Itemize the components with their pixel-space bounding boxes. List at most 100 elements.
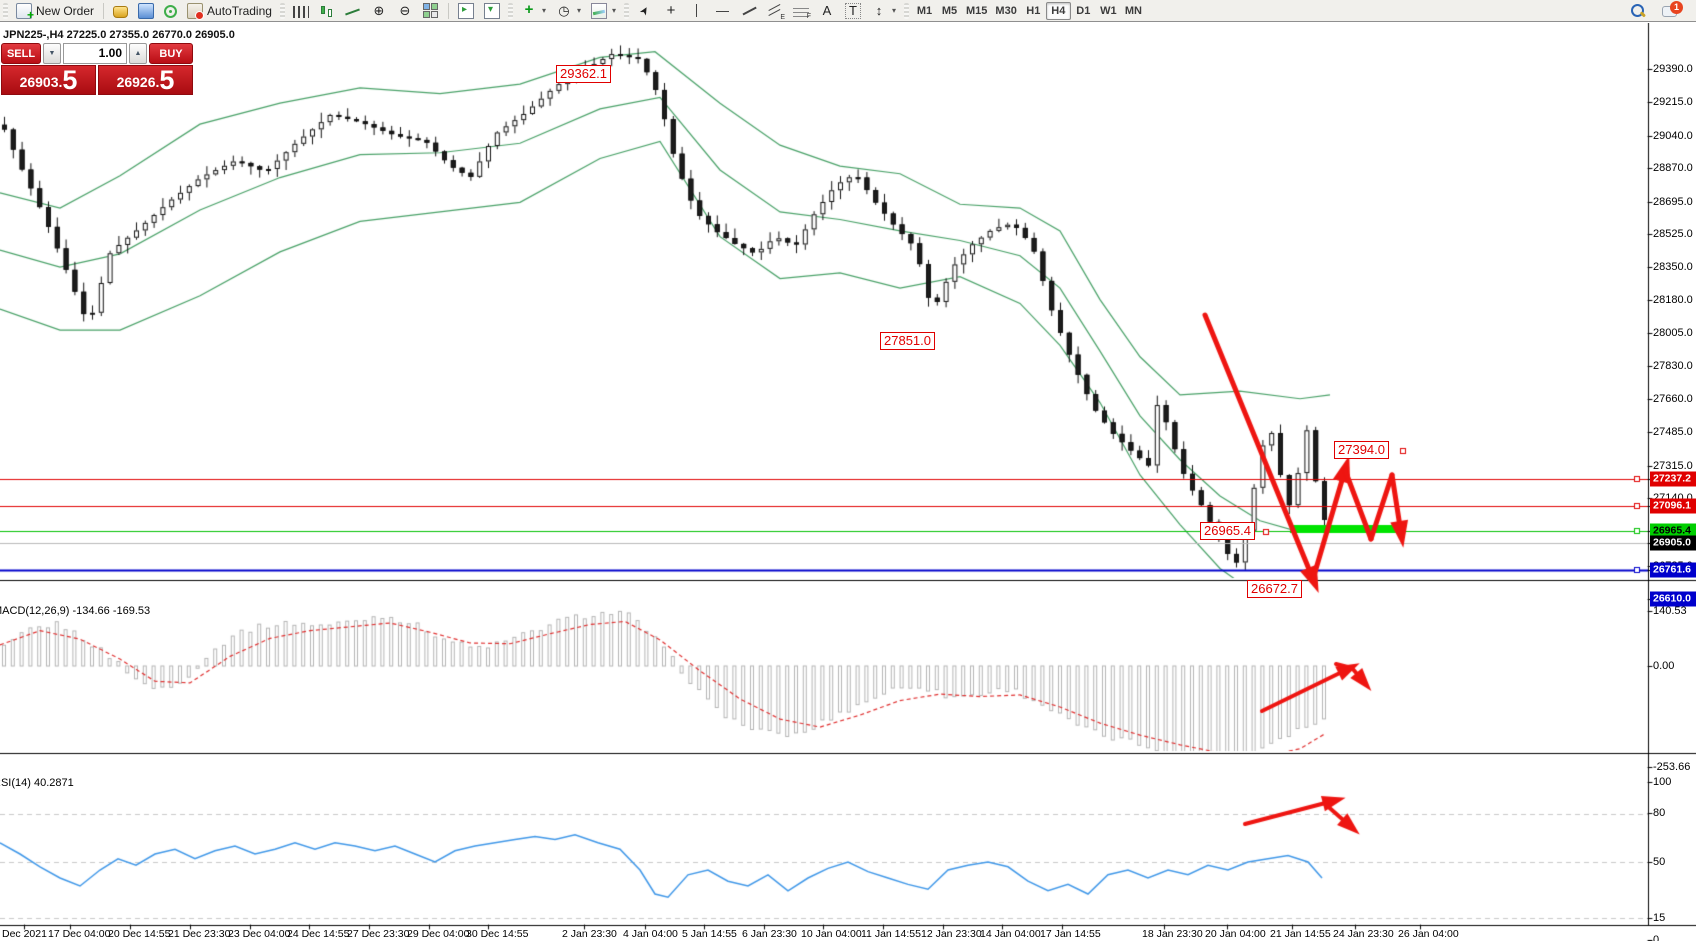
autotrading-icon [187,2,205,20]
notification-badge: 1 [1670,1,1683,14]
price-axis-label: 27485.0 [1653,426,1693,438]
toolbar-grip[interactable] [279,2,285,19]
text-icon: A [822,2,832,18]
terminal-icon [138,2,155,19]
tile-windows-button[interactable] [418,1,444,21]
auto-scroll-icon [457,2,474,19]
arrows-button[interactable]: ↕ ▾ [866,1,901,21]
toolbar-grip[interactable] [624,2,629,19]
period-button[interactable]: ◷ ▾ [551,1,586,21]
new-order-button[interactable]: New Order [11,1,99,22]
clock-icon: ◷ [558,2,570,18]
terminal-button[interactable] [133,1,159,21]
candlestick-icon [319,5,335,18]
price-axis-label: 29215.0 [1653,96,1693,108]
toolbar-grip[interactable] [3,2,8,19]
timeframe-button[interactable]: H1 [1026,4,1041,17]
rsi-scale-label: 15 [1653,912,1666,924]
sell-price-dot: . [58,74,63,90]
sell-price-main: 26903 [19,74,59,90]
history-button[interactable] [108,1,133,21]
crosshair-icon: + [666,1,676,19]
vertical-line-button[interactable] [684,1,710,21]
price-tag[interactable]: 27096.1 [1650,498,1696,514]
timeframe-button[interactable]: M1 [916,4,933,17]
template-icon [590,2,607,19]
sell-button[interactable]: SELL [1,43,41,64]
autotrading-label: AutoTrading [207,3,272,18]
price-tag[interactable]: 26761.6 [1650,562,1696,578]
toolbar-grip[interactable] [507,2,513,19]
autotrading-button[interactable]: AutoTrading [182,1,277,21]
line-chart-button[interactable] [340,1,366,21]
time-axis-label: 5 Jan 14:55 [682,928,737,940]
search-button[interactable] [1625,1,1657,21]
fibonacci-button[interactable]: F [788,1,814,21]
vertical-line-icon [689,3,705,19]
price-annotation-label[interactable]: 29362.1 [556,65,611,83]
rsi-indicator-label: RSI(14) 40.2871 [0,777,74,789]
time-axis-label: 23 Dec 04:00 [228,928,291,940]
price-tag[interactable]: 26965.4 [1650,523,1696,539]
buy-price-panel[interactable]: 26926. 5 [98,65,193,95]
add-indicator-icon: + [524,0,534,18]
volume-decrease-button[interactable]: ▼ [43,43,61,64]
buy-price-pip: 5 [159,65,175,95]
price-chart-canvas[interactable] [0,23,1696,941]
buy-price-dot: . [155,74,160,90]
price-annotation-label[interactable]: 26965.4 [1200,522,1255,540]
time-axis-label: 20 Jan 04:00 [1205,928,1266,940]
timeframe-bar: M1 M5 M15 M30 H1 H4 D1 W1 MN [912,1,1146,20]
template-button[interactable]: ▾ [586,1,621,21]
zoom-in-icon: ⊕ [373,2,385,18]
timeframe-button[interactable]: MN [1124,4,1142,17]
notifications-button[interactable]: 1 [1657,1,1683,21]
volume-increase-button[interactable]: ▲ [129,43,147,64]
price-axis-label: 29390.0 [1653,63,1693,75]
price-tag[interactable]: 26905.0 [1650,535,1696,551]
chat-icon: 1 [1662,1,1683,17]
timeframe-button[interactable]: M15 [966,4,988,17]
buy-button[interactable]: BUY [149,43,193,64]
price-annotation-label[interactable]: 27851.0 [880,332,935,350]
time-axis-label: 21 Jan 14:55 [1270,928,1331,940]
rsi-scale-label: 0 [1653,934,1660,941]
text-button[interactable]: A [814,1,840,21]
zoom-out-button[interactable]: ⊖ [392,1,418,21]
signals-button[interactable] [159,1,182,21]
price-tag[interactable]: 27237.2 [1650,471,1696,487]
price-annotation-label[interactable]: 27394.0 [1334,441,1389,459]
time-axis-label: 27 Dec 23:30 [347,928,410,940]
timeframe-button[interactable]: H4 [1045,1,1071,20]
channel-button[interactable]: E [762,1,788,21]
add-indicator-button[interactable]: + ▾ [516,1,551,21]
crosshair-button[interactable]: + [658,1,684,21]
zoom-out-icon: ⊖ [399,2,411,18]
horizontal-line-button[interactable] [710,1,736,21]
fibonacci-icon: F [793,4,811,20]
chart-shift-button[interactable] [479,1,505,21]
timeframe-button[interactable]: W1 [1100,4,1117,17]
timeframe-button[interactable]: M30 [995,4,1017,17]
price-axis-label: 27315.0 [1653,460,1693,472]
candlestick-button[interactable] [314,1,340,21]
new-order-label: New Order [36,3,95,18]
price-tag[interactable]: 26610.0 [1650,591,1696,607]
volume-input[interactable]: 1.00 [63,43,127,64]
auto-scroll-button[interactable] [453,1,479,21]
chevron-down-icon: ▾ [892,6,897,15]
trendline-button[interactable] [736,1,762,21]
text-label-button[interactable]: T [840,1,866,21]
time-axis-label: 26 Jan 04:00 [1398,928,1459,940]
zoom-in-button[interactable]: ⊕ [366,1,392,21]
bar-chart-button[interactable] [288,1,314,21]
rsi-scale-label: 100 [1653,776,1672,788]
timeframe-button[interactable]: M5 [941,4,958,17]
sell-price-panel[interactable]: 26903. 5 [1,65,96,95]
toolbar-grip[interactable] [904,2,910,19]
price-annotation-label[interactable]: 26672.7 [1247,580,1302,598]
macd-scale-label: 0.00 [1653,660,1675,672]
price-axis-label: 29040.0 [1653,130,1693,142]
cursor-button[interactable]: ➤ [632,1,658,21]
timeframe-button[interactable]: D1 [1076,4,1091,17]
